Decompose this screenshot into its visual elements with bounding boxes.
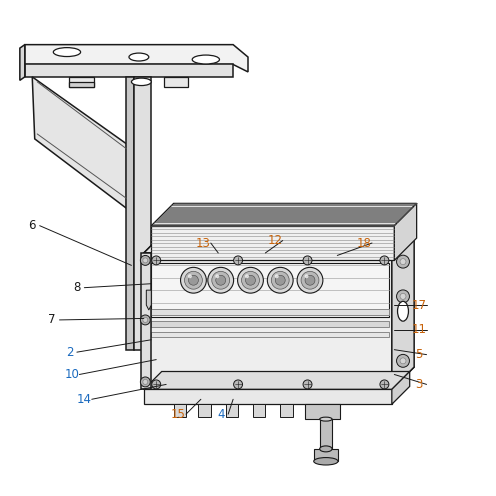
Polygon shape [25, 45, 248, 72]
Text: 18: 18 [357, 237, 372, 249]
Polygon shape [25, 64, 233, 77]
Polygon shape [151, 332, 389, 337]
Circle shape [297, 267, 323, 293]
Circle shape [208, 267, 234, 293]
Polygon shape [305, 404, 340, 419]
Ellipse shape [54, 48, 80, 57]
Circle shape [152, 380, 161, 389]
Circle shape [305, 275, 315, 285]
Circle shape [216, 275, 226, 285]
Circle shape [246, 275, 255, 285]
Ellipse shape [314, 457, 338, 465]
Circle shape [143, 317, 148, 322]
Polygon shape [146, 290, 151, 310]
Circle shape [140, 255, 150, 265]
Circle shape [275, 275, 285, 285]
Polygon shape [141, 253, 151, 389]
Polygon shape [144, 231, 166, 389]
Polygon shape [151, 226, 394, 260]
Circle shape [143, 379, 148, 384]
Polygon shape [151, 309, 389, 315]
Circle shape [245, 274, 249, 278]
Text: 12: 12 [268, 234, 283, 247]
Circle shape [397, 290, 409, 303]
Circle shape [185, 271, 202, 289]
Text: 15: 15 [171, 408, 186, 421]
Circle shape [397, 255, 409, 268]
Polygon shape [253, 404, 265, 417]
Text: 3: 3 [416, 378, 423, 391]
Polygon shape [69, 82, 94, 87]
Circle shape [271, 271, 289, 289]
Circle shape [400, 293, 406, 299]
Ellipse shape [131, 78, 151, 86]
Text: 5: 5 [416, 348, 423, 361]
Circle shape [242, 271, 259, 289]
Circle shape [140, 377, 150, 387]
Text: 10: 10 [64, 368, 79, 381]
Polygon shape [144, 253, 392, 389]
Polygon shape [20, 45, 25, 80]
Polygon shape [134, 77, 151, 350]
Ellipse shape [320, 446, 332, 452]
Circle shape [188, 274, 192, 278]
Text: 4: 4 [217, 408, 225, 421]
Polygon shape [32, 77, 126, 208]
Text: 13: 13 [196, 237, 211, 249]
Circle shape [215, 274, 219, 278]
Polygon shape [151, 263, 389, 317]
Circle shape [140, 315, 150, 325]
Polygon shape [394, 203, 417, 260]
Circle shape [380, 256, 389, 265]
Polygon shape [164, 77, 188, 87]
Polygon shape [320, 419, 332, 449]
Polygon shape [151, 203, 417, 226]
Circle shape [238, 267, 263, 293]
Polygon shape [144, 389, 392, 404]
Polygon shape [226, 404, 238, 417]
Circle shape [267, 267, 293, 293]
Text: 7: 7 [48, 313, 56, 326]
Polygon shape [151, 321, 389, 327]
Polygon shape [144, 372, 410, 389]
Ellipse shape [398, 302, 409, 321]
Circle shape [397, 354, 409, 367]
Circle shape [143, 258, 148, 263]
Ellipse shape [129, 53, 149, 61]
Text: 6: 6 [28, 219, 36, 232]
Polygon shape [198, 404, 211, 417]
Polygon shape [69, 77, 94, 87]
Circle shape [303, 256, 312, 265]
Circle shape [400, 358, 406, 364]
Circle shape [188, 275, 198, 285]
Polygon shape [144, 231, 414, 253]
Circle shape [234, 256, 243, 265]
Circle shape [301, 271, 319, 289]
Circle shape [234, 380, 243, 389]
Polygon shape [314, 449, 338, 461]
Circle shape [305, 274, 309, 278]
Text: 11: 11 [412, 323, 427, 336]
Circle shape [400, 259, 406, 265]
Circle shape [275, 274, 279, 278]
Text: 2: 2 [65, 346, 73, 359]
Circle shape [181, 267, 206, 293]
Polygon shape [174, 404, 186, 417]
Polygon shape [126, 77, 134, 350]
Circle shape [303, 380, 312, 389]
Circle shape [152, 256, 161, 265]
Text: 14: 14 [77, 393, 92, 406]
Text: 8: 8 [73, 281, 80, 294]
Ellipse shape [320, 417, 332, 421]
Circle shape [212, 271, 230, 289]
Circle shape [380, 380, 389, 389]
Ellipse shape [192, 55, 219, 64]
Polygon shape [392, 372, 410, 404]
Polygon shape [280, 404, 293, 417]
Text: 17: 17 [412, 299, 427, 311]
Polygon shape [392, 231, 414, 389]
